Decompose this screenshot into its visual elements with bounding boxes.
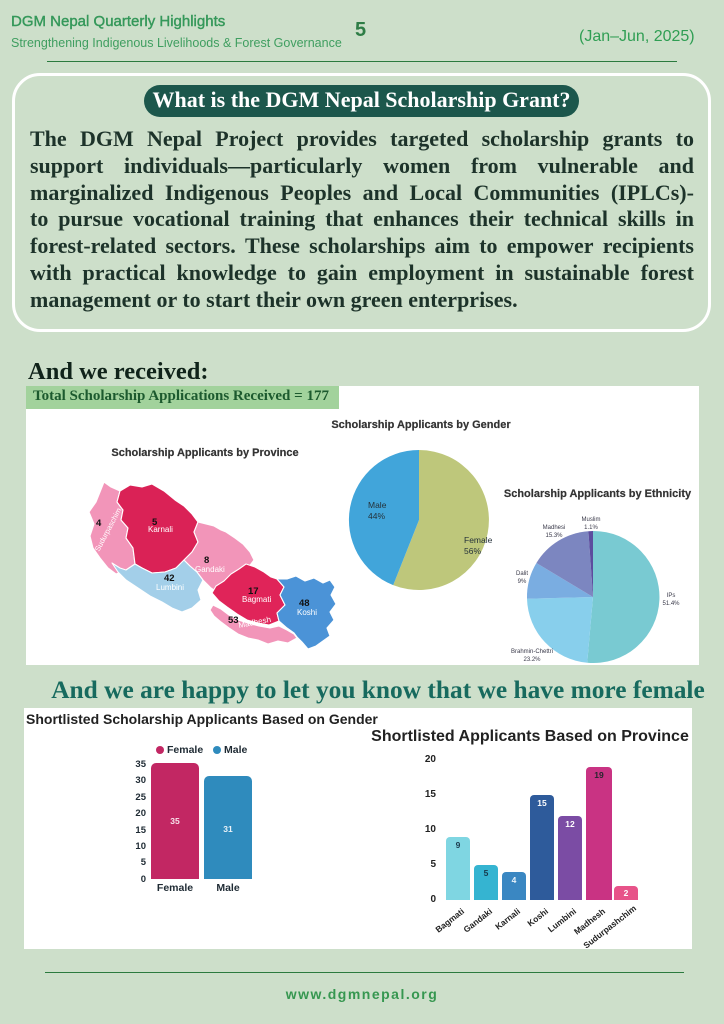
svg-text:48: 48 — [299, 598, 310, 609]
svg-text:5: 5 — [152, 517, 158, 528]
svg-text:17: 17 — [248, 586, 259, 597]
svg-text:8: 8 — [204, 555, 209, 566]
svg-text:42: 42 — [164, 573, 175, 584]
svg-text:Karnali: Karnali — [148, 525, 173, 534]
svg-text:4: 4 — [96, 518, 102, 529]
svg-text:53: 53 — [228, 615, 239, 626]
svg-text:Lumbini: Lumbini — [156, 583, 184, 592]
svg-text:Koshi: Koshi — [297, 608, 317, 617]
svg-text:Bagmati: Bagmati — [242, 595, 272, 604]
svg-text:Gandaki: Gandaki — [195, 565, 225, 574]
